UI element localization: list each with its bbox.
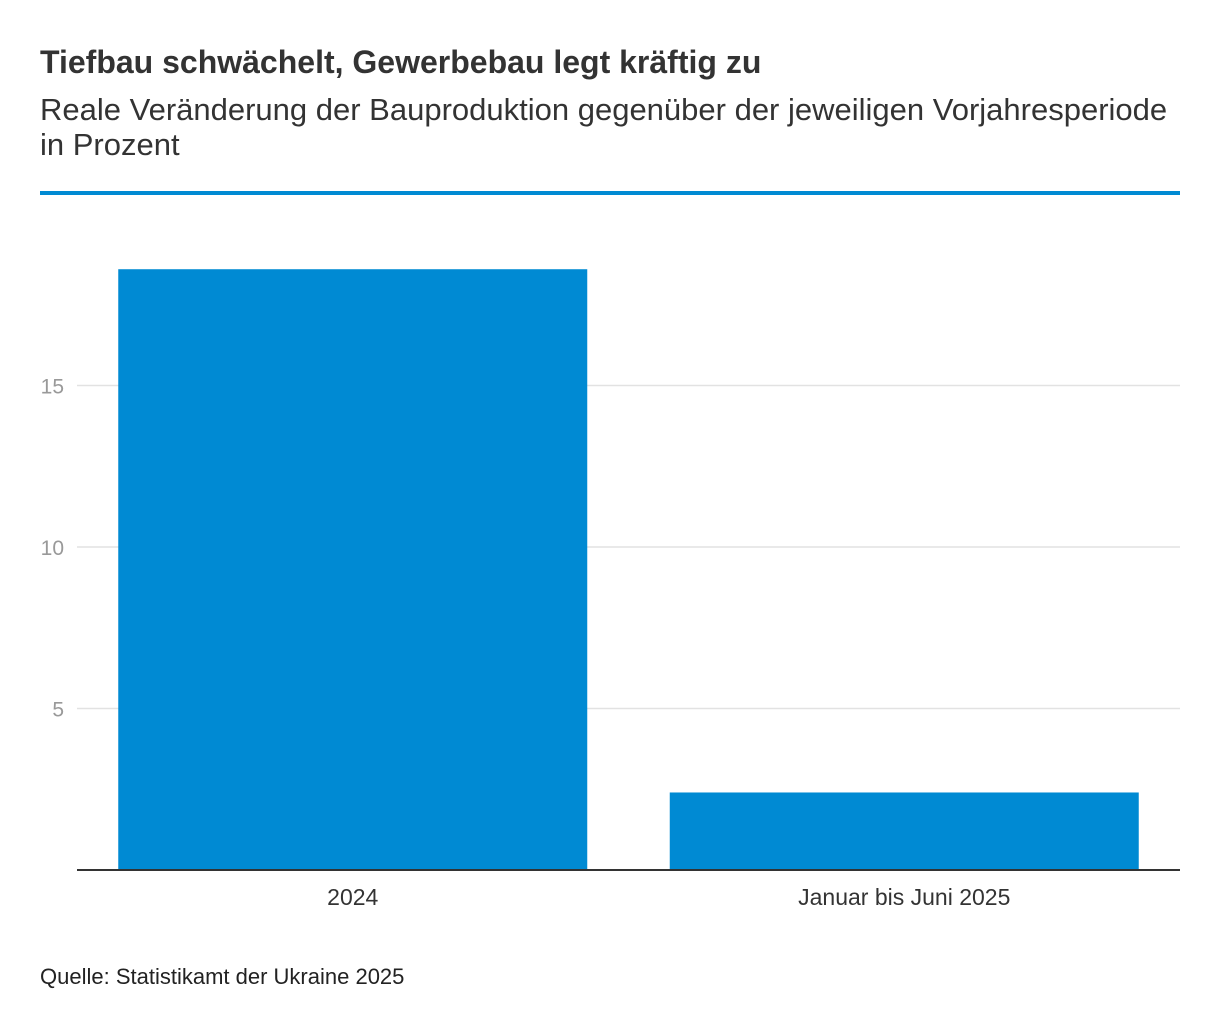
bar-2 — [669, 792, 1139, 870]
y-tick-label: 5 — [52, 699, 64, 722]
title-divider — [40, 191, 1180, 195]
labels: 5 10 15 2024 Januar bis Juni 2025 — [41, 376, 1011, 911]
source-note: Quelle: Statistikamt der Ukraine 2025 — [40, 964, 405, 989]
y-tick-label: 15 — [41, 376, 64, 399]
x-category-label: 2024 — [327, 884, 378, 910]
bar-1 — [118, 269, 588, 871]
chart-title: Tiefbau schwächelt, Gewerbebau legt kräf… — [40, 44, 762, 80]
x-category-label: Januar bis Juni 2025 — [798, 884, 1010, 910]
chart-subtitle: Reale Veränderung der Bauproduktion gege… — [40, 92, 1168, 162]
y-tick-label: 10 — [41, 537, 64, 560]
bars — [118, 269, 1139, 871]
